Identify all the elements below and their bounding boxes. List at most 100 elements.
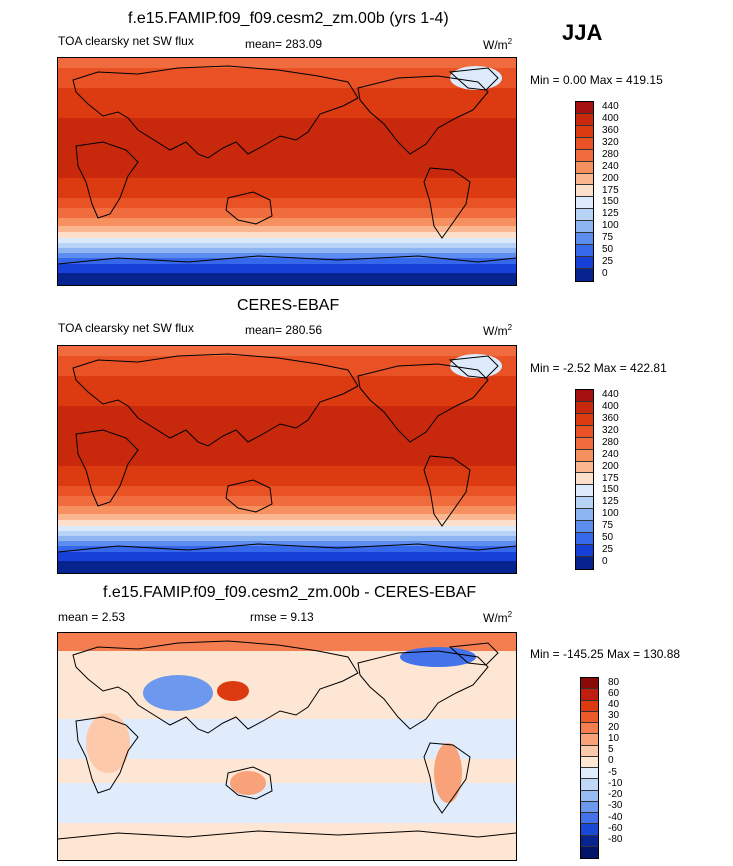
- panel3-colorbar-segment: [581, 779, 598, 791]
- panel2-lat-band: [58, 561, 516, 573]
- panel3-colorbar-segment: [581, 756, 598, 768]
- panel2-lat-band: [58, 546, 516, 552]
- panel2-coastline-antarctica: [58, 543, 516, 553]
- panel3-coastline-antarctica: [58, 830, 516, 840]
- panel2-map-svg: [58, 346, 516, 573]
- panel3-colorbar-segment: [581, 723, 598, 735]
- panel2-colorbar-segment: [576, 544, 593, 557]
- panel2-bands: [58, 346, 516, 573]
- panel3-title: f.e15.FAMIP.f09_f09.cesm2_zm.00b - CERES…: [103, 584, 477, 601]
- panel3-africa-positive-patch: [86, 713, 130, 773]
- panel1-lat-band: [58, 58, 516, 68]
- panel2-colorbar-tick-label: 240: [602, 448, 619, 460]
- panel1-bands: [58, 58, 516, 285]
- panel1-coastlines: [58, 65, 516, 265]
- panel3-coastline-eurasia: [72, 640, 359, 734]
- panel1-colorbar-tick-label: 100: [602, 220, 619, 232]
- panel3-map: [57, 632, 517, 861]
- panel2-coastline-north-america: [357, 363, 489, 443]
- panel2-minmax-label: Min = -2.52 Max = 422.81: [530, 361, 667, 375]
- panel3-colorbar-tick-label: -80: [608, 834, 623, 846]
- panel2-colorbar-segment: [576, 413, 593, 426]
- panel1-lat-band: [58, 178, 516, 198]
- panel3-colorbar-segment: [581, 678, 598, 690]
- panel3-arctic-positive-band: [58, 633, 516, 651]
- panel2-lat-band: [58, 541, 516, 546]
- panel2-colorbar-segment: [576, 390, 593, 402]
- model-title: f.e15.FAMIP.f09_f09.cesm2_zm.00b (yrs 1-…: [128, 10, 449, 27]
- panel1-colorbar-segment: [576, 268, 593, 281]
- panel2-coastline-greenland: [448, 355, 499, 379]
- panel2-variable-label: TOA clearsky net SW flux: [58, 321, 194, 335]
- panel2-lat-band: [58, 356, 516, 376]
- panel3-colorbar-tick-label: 40: [608, 699, 620, 711]
- panel1-lat-band: [58, 68, 516, 88]
- panel1-colorbar-tick-label: 280: [602, 148, 619, 160]
- panel3-colorbar-tick-label: -20: [608, 789, 623, 801]
- panel2-colorbar-tick-label: 50: [602, 532, 614, 544]
- panel3-map-svg: [58, 633, 516, 840]
- panel2-coastline-eurasia: [72, 353, 359, 447]
- panel3-minmax-label: Min = -145.25 Max = 130.88: [530, 647, 681, 661]
- panel1-colorbar-tick-label: 75: [602, 232, 614, 244]
- panel2-lat-band: [58, 376, 516, 406]
- panel3-asia-negative-patch: [143, 675, 213, 711]
- panel1-lat-band: [58, 232, 516, 238]
- panel3-rmse-label: rmse = 9.13: [250, 610, 314, 624]
- panel2-colorbar-segment: [576, 521, 593, 534]
- panel1-colorbar-tick-label: 50: [602, 244, 614, 256]
- panel3-colorbar-tick-label: -5: [608, 766, 617, 778]
- panel2-colorbar-tick-label: 25: [602, 544, 614, 556]
- panel2-colorbar-segment: [576, 509, 593, 522]
- panel3-units-label: W/m2: [483, 610, 513, 625]
- panel1-lat-band: [58, 248, 516, 253]
- panel1-map-svg: [58, 58, 516, 285]
- panel2-lat-band: [58, 496, 516, 506]
- panel3-australia-positive-patch: [230, 771, 266, 795]
- panel2-coastline-africa: [75, 429, 139, 507]
- panel3-colorbar-tick-label: 60: [608, 687, 620, 699]
- panel2-colorbar-tick-label: 400: [602, 400, 619, 412]
- panel1-colorbar-tick-label: 240: [602, 160, 619, 172]
- panel2-colorbar-tick-label: 440: [602, 388, 619, 400]
- panel1-colorbar-segment: [576, 149, 593, 162]
- panel1-colorbar-tick-label: 360: [602, 124, 619, 136]
- panel2-lat-band: [58, 466, 516, 486]
- panel1-colorbar-segment: [576, 233, 593, 246]
- panel1-units-label: W/m2: [483, 37, 513, 52]
- panel2-title: CERES-EBAF: [237, 297, 340, 314]
- panel3-coastline-north-america: [357, 650, 489, 730]
- panel3-colorbar-segment: [581, 689, 598, 701]
- panel3-colorbar-segment: [581, 813, 598, 825]
- panel3-colorbar-tick-label: -60: [608, 822, 623, 834]
- panel2-colorbar-tick-label: 175: [602, 472, 619, 484]
- panel3-colorbar-tick-label: 10: [608, 732, 620, 744]
- panel3-colorbar-tick-label: 80: [608, 676, 620, 688]
- panel3-colorbar-segment: [581, 801, 598, 813]
- panel3-colorbar-tick-label: 5: [608, 744, 614, 756]
- panel1-colorbar-segment: [576, 137, 593, 150]
- panel1-colorbar-tick-label: 200: [602, 172, 619, 184]
- panel2-colorbar-segment: [576, 497, 593, 510]
- panel2-lat-band: [58, 520, 516, 526]
- panel1-colorbar-tick-label: 150: [602, 196, 619, 208]
- panel2-colorbar-segment: [576, 461, 593, 474]
- panel1-colorbar-tick-label: 175: [602, 184, 619, 196]
- panel2-lat-band: [58, 346, 516, 356]
- panel1-colorbar-segment: [576, 161, 593, 174]
- panel2-mean-label: mean= 280.56: [245, 323, 323, 337]
- panel1-colorbar-segment: [576, 113, 593, 126]
- panel3-colorbar-tick-label: -30: [608, 800, 623, 812]
- panel3-colorbar-tick-label: 0: [608, 755, 614, 767]
- panel2-lat-band: [58, 552, 516, 561]
- panel1-colorbar-segment: [576, 173, 593, 186]
- panel2-colorbar-segment: [576, 437, 593, 450]
- panel1-lat-band: [58, 88, 516, 118]
- panel3-coastline-africa: [75, 716, 139, 794]
- panel1-mean-label: mean= 283.09: [245, 37, 323, 51]
- panel2-colorbar-segment: [576, 425, 593, 438]
- panel2-lat-band: [58, 536, 516, 541]
- panel1-lat-band: [58, 264, 516, 273]
- panel1-lat-band: [58, 238, 516, 243]
- panel3-coastlines: [58, 640, 516, 840]
